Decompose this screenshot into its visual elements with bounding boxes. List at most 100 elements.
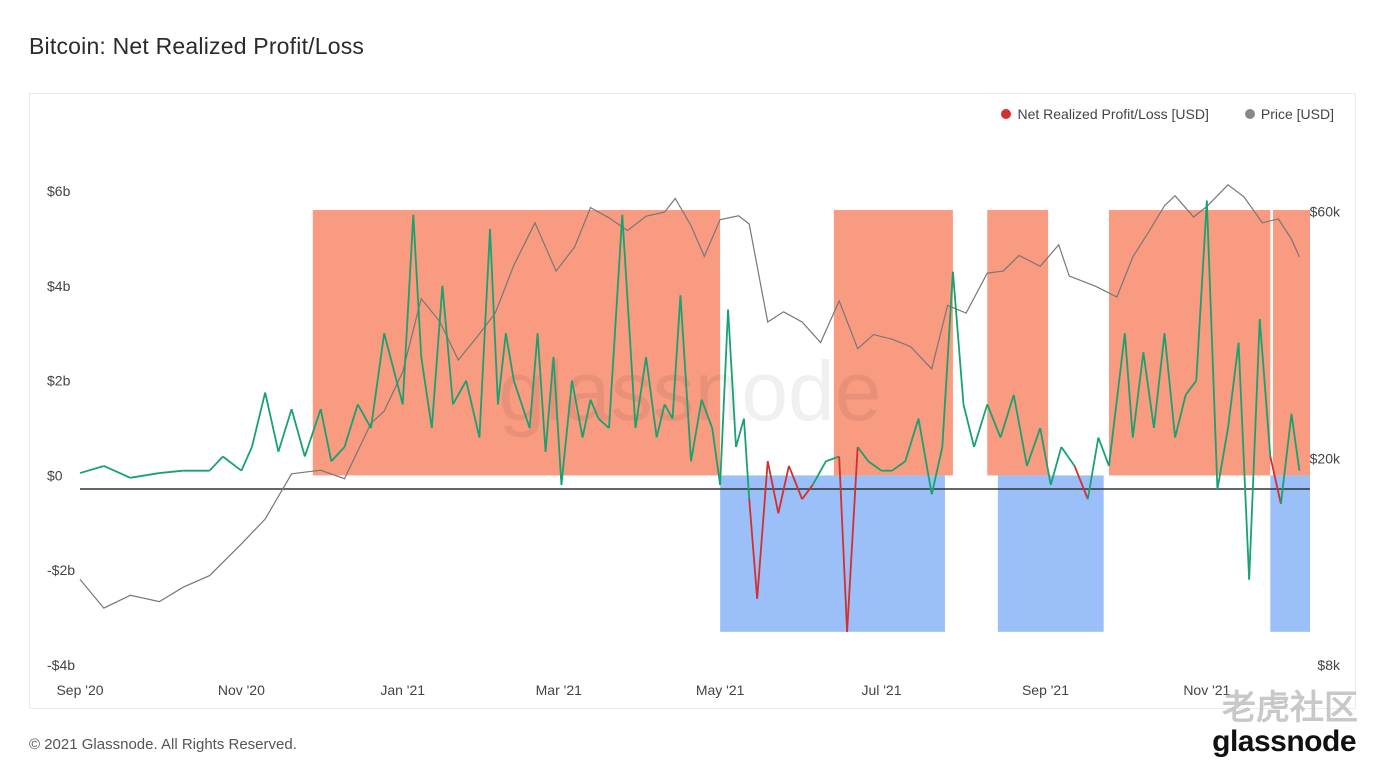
nrpl-segment (465, 380, 481, 438)
nrpl-segment (520, 404, 531, 429)
right-y-axis: $60k $20k $8k (1310, 203, 1341, 673)
highlight-zones (312, 210, 1310, 632)
left-y-axis: $6b $4b $2b $0 -$2b -$4b (47, 183, 75, 673)
nrpl-segment (700, 399, 714, 429)
nrpl-segment (1216, 427, 1229, 490)
nrpl-segment (1237, 342, 1251, 580)
nrpl-segment (222, 455, 242, 472)
nrpl-segment (497, 333, 507, 405)
nrpl-segment (441, 285, 454, 405)
profit_zone-6 (1272, 210, 1310, 476)
nrpl-segment (544, 356, 555, 452)
right-tick-label: $20k (1310, 451, 1341, 467)
x-tick-label: Jan '21 (380, 682, 425, 698)
nrpl-segment (1269, 456, 1282, 505)
nrpl-segment (719, 309, 729, 485)
x-tick-label: Sep '21 (1022, 682, 1069, 698)
nrpl-segment (838, 456, 848, 632)
nrpl-segment (208, 455, 224, 472)
nrpl-segment (1026, 427, 1042, 467)
nrpl-segment (825, 455, 840, 463)
nrpl-segment (1280, 413, 1293, 504)
loss_zone-7 (1270, 475, 1310, 632)
nrpl-segment (1060, 446, 1076, 467)
nrpl-segment (766, 461, 780, 514)
nrpl-segment (597, 417, 610, 429)
price-dot-icon (1244, 109, 1255, 119)
nrpl-segment (303, 408, 322, 457)
nrpl-segment (663, 403, 674, 420)
nrpl-segment (1174, 394, 1187, 438)
nrpl-segment (356, 403, 372, 429)
nrpl-segment (330, 446, 346, 462)
nrpl-segment (536, 333, 547, 452)
left-tick-label: $2b (47, 373, 71, 389)
nrpl-segment (512, 380, 523, 405)
nrpl-segment (1184, 380, 1197, 396)
right-tick-label: $8k (1317, 657, 1341, 673)
legend-label-nrpl: Net Realized Profit/Loss [USD] (1017, 106, 1209, 122)
nrpl-segment (1097, 437, 1110, 467)
nrpl-segment (1248, 319, 1261, 580)
nrpl-segment (528, 333, 539, 429)
nrpl-segment (560, 380, 573, 486)
profit_zone-0 (312, 210, 721, 476)
nrpl-segment (277, 408, 293, 453)
nrpl-segment (608, 214, 624, 429)
nrpl-segment (383, 333, 404, 405)
nrpl-segment (1012, 394, 1028, 467)
nrpl-segment (343, 404, 359, 448)
nrpl-segment (1039, 427, 1052, 486)
nrpl-segment (1195, 200, 1208, 381)
legend-item-nrpl[interactable]: Net Realized Profit/Loss [USD] (1001, 106, 1209, 122)
nrpl-segment (930, 446, 944, 495)
nrpl-segment (679, 295, 692, 462)
nrpl-segment (1073, 465, 1089, 500)
nrpl-segment (1049, 446, 1063, 486)
nrpl-segment (811, 460, 827, 486)
nrpl-segment (79, 465, 105, 474)
nrpl-segment (904, 418, 920, 462)
price-line (79, 184, 1300, 609)
nrpl-segment (412, 214, 423, 358)
nrpl-segment (856, 446, 869, 462)
nrpl-segment (743, 418, 751, 500)
nrpl-segment (748, 499, 759, 599)
nrpl-segment (735, 418, 745, 448)
nrpl-segment (589, 399, 600, 419)
legend: Net Realized Profit/Loss [USD] Price [US… (1001, 106, 1334, 122)
brand-logo: glassnode (1212, 725, 1356, 758)
nrpl-segment (552, 356, 563, 485)
nrpl-segment (240, 446, 253, 472)
x-tick-label: Mar '21 (536, 682, 582, 698)
nrpl-segment (962, 404, 975, 448)
nrpl-segment (1142, 352, 1155, 429)
nrpl-segment (319, 408, 333, 462)
nrpl-segment (1108, 333, 1126, 467)
nrpl-segment (452, 380, 467, 405)
profit_zone-2 (833, 210, 953, 476)
x-tick-label: May '21 (696, 682, 745, 698)
nrpl-segment (1205, 200, 1219, 490)
chart-watermark: glassnode (499, 344, 882, 438)
x-tick-label: Nov '21 (1183, 682, 1230, 698)
copyright: © 2021 Glassnode. All Rights Reserved. (29, 736, 297, 753)
loss_zone-1 (720, 475, 945, 632)
nrpl-segment (159, 469, 184, 474)
nrpl-segment (711, 427, 722, 486)
x-tick-label: Sep '20 (56, 682, 103, 698)
nrpl-segment (420, 356, 433, 429)
nrpl-segment (846, 446, 859, 632)
left-tick-label: $6b (47, 183, 71, 199)
profit_zone-3 (987, 210, 1049, 476)
nrpl-segment (489, 228, 499, 405)
nrpl-segment (251, 392, 267, 448)
nrpl-segment (370, 333, 386, 429)
legend-item-price[interactable]: Price [USD] (1244, 106, 1334, 122)
nrpl-segment (891, 460, 906, 472)
nrpl-segment (1290, 413, 1301, 471)
nrpl-segment (290, 408, 306, 457)
nrpl-segment (645, 356, 658, 438)
nrpl-segment (727, 309, 737, 448)
nrpl-segment (973, 404, 989, 448)
